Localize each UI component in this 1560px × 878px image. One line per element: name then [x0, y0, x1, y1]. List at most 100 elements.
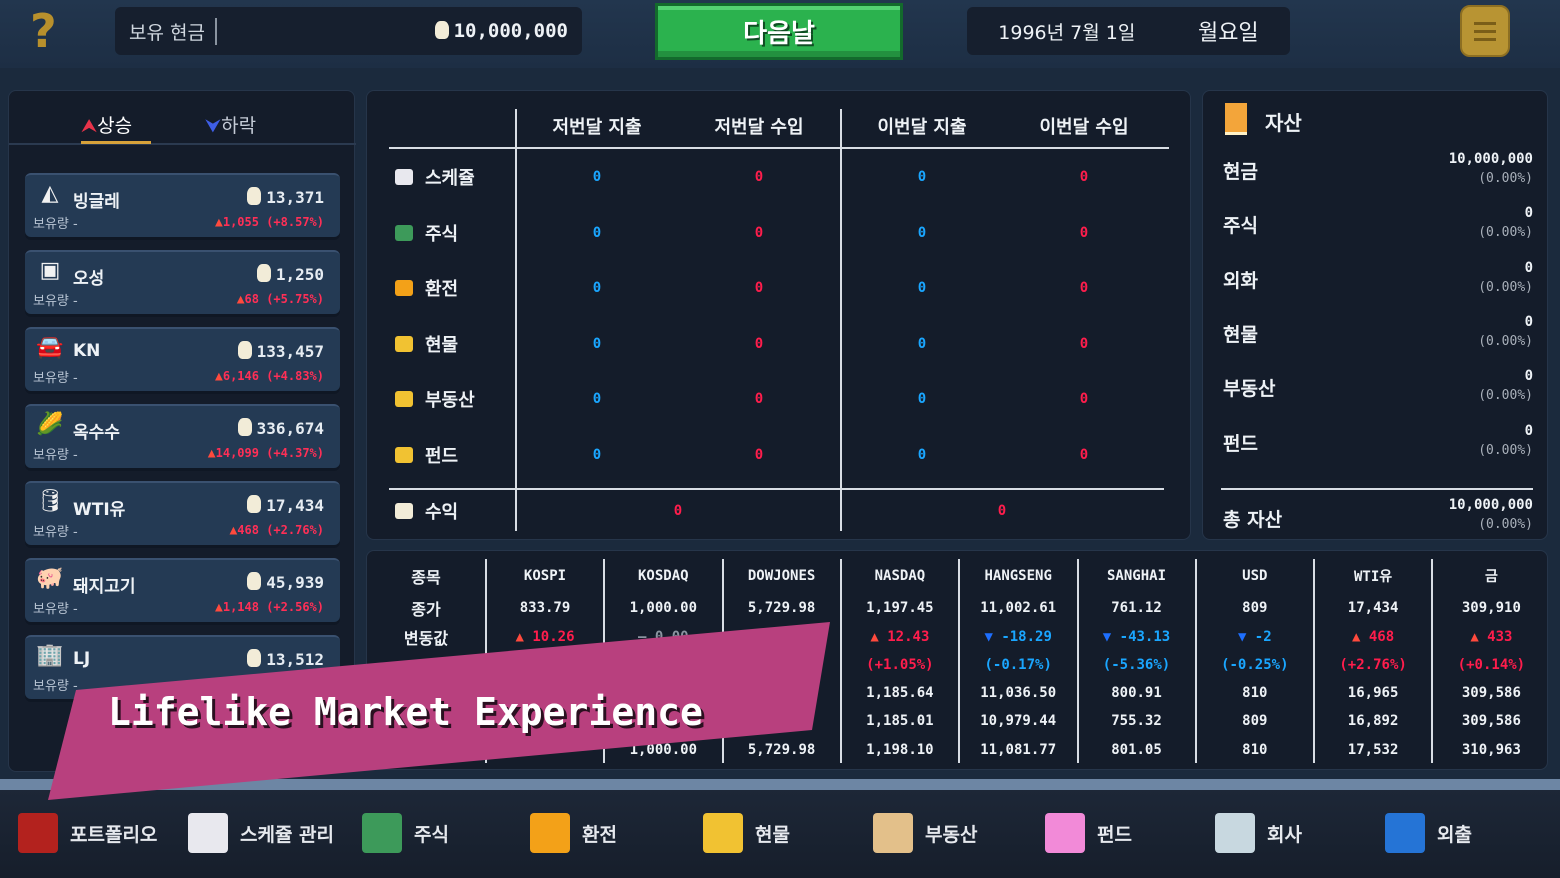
market-column-header: SANGHAI [1106, 568, 1167, 584]
double-chevron-up-icon: ⮝ [81, 115, 98, 137]
ledger-header: 이번달 지출 [877, 117, 967, 138]
dash-icon: — [638, 629, 655, 645]
market-column-header: WTI유 [1354, 569, 1393, 585]
ledger-value: 0 [1079, 335, 1089, 352]
divider [958, 559, 961, 763]
tab-rising[interactable]: ⮝상승 [81, 115, 133, 137]
triangle-up-icon: ▲ [870, 629, 888, 645]
market-column-header: NASDAQ [874, 568, 926, 584]
asset-percent: (0.00%) [1478, 333, 1533, 349]
corn-icon: 🌽 [36, 412, 64, 437]
ledger-value: 0 [592, 335, 602, 352]
asset-percent: (0.00%) [1478, 225, 1533, 241]
divider [1221, 488, 1533, 490]
stock-card[interactable]: ◭ 빙글레 13,371 보유량 - ▲1,055 (+8.57%) [25, 173, 340, 237]
nav-coin[interactable]: 환전 [530, 808, 617, 858]
stock-price: 133,457 [237, 341, 324, 361]
stock-card[interactable]: 🚘 KN 133,457 보유량 - ▲6,146 (+4.83%) [25, 327, 340, 391]
stock-name: 오성 [73, 269, 105, 289]
close-value: 761.12 [1111, 600, 1162, 616]
menu-icon[interactable] [1460, 5, 1510, 57]
asset-percent: (0.00%) [1478, 171, 1533, 186]
triangle-down-icon: ▼ [1237, 629, 1255, 645]
ledger-row-label: 주식 [425, 223, 459, 245]
chart-icon [362, 813, 402, 853]
holding-label: 보유량 - [33, 602, 78, 617]
nav-piggy-bank[interactable]: 펀드 [1045, 808, 1132, 858]
asset-value: 0 [1524, 259, 1533, 276]
stock-card[interactable]: 🐖 돼지고기 45,939 보유량 - ▲1,148 (+2.56%) [25, 558, 340, 622]
divider [1076, 559, 1079, 763]
weekday: 월요일 [1197, 21, 1259, 46]
price-value: 45,939 [266, 573, 324, 592]
change-percent: (+2.76%) [1339, 657, 1407, 673]
price-change: ▲68 (+5.75%) [237, 292, 324, 307]
total-label: 총 자산 [1223, 509, 1283, 531]
tab-falling[interactable]: ⮟하락 [205, 115, 257, 137]
asset-value: 10,000,000 [1448, 151, 1533, 167]
market-column-header: USD [1242, 568, 1268, 584]
nav-gold[interactable]: 현물 [703, 808, 790, 858]
asset-row: 현금 10,000,000 (0.00%) [1221, 151, 1533, 191]
market-value: 309,586 [1461, 713, 1521, 729]
nav-house[interactable]: 부동산 [873, 808, 977, 858]
market-value: 10,979.44 [980, 713, 1057, 729]
stock-name: KN [73, 341, 101, 361]
nav-label: 펀드 [1097, 823, 1132, 846]
change-number: 468 [1368, 629, 1395, 645]
market-value: 1,198.10 [866, 742, 934, 758]
change-percent: (+0.14%) [1457, 657, 1526, 673]
book-icon [1225, 103, 1247, 135]
triangle-up-icon: ▲ [229, 523, 238, 538]
scrollbar[interactable] [0, 779, 1560, 790]
asset-label: 현물 [1223, 323, 1258, 346]
change-number: 0.00 [654, 629, 689, 645]
market-value: 1,000.00 [629, 742, 698, 758]
triangle-up-icon: ▲ [215, 600, 223, 615]
stock-card[interactable]: 🌽 옥수수 336,674 보유량 - ▲14,099 (+4.37%) [25, 404, 340, 468]
change-number: -2 [1254, 629, 1272, 645]
ledger-value: 0 [592, 446, 602, 463]
total-value: 10,000,000 [1448, 497, 1533, 513]
nav-wallet[interactable]: 포트폴리오 [18, 808, 157, 858]
ledger-value: 0 [754, 169, 764, 185]
triangle-up-icon: ▲ [215, 215, 223, 230]
market-value: 11,081.77 [980, 742, 1057, 758]
change-percent: (-5.36%) [1102, 657, 1171, 673]
price-change: ▲1,148 (+2.56%) [215, 600, 324, 615]
stock-price: 17,434 [247, 495, 324, 515]
market-value: 801.05 [1111, 742, 1162, 758]
money-bag-icon [237, 341, 252, 359]
triangle-up-icon: ▲ [215, 369, 223, 384]
nav-calendar[interactable]: 스케쥴 관리 [188, 808, 334, 858]
asset-row: 부동산 0 (0.00%) [1221, 368, 1533, 408]
triangle-down-icon: ▼ [1102, 629, 1120, 645]
nav-van[interactable]: 외출 [1385, 808, 1472, 858]
market-value: 16,965 [1347, 685, 1399, 701]
stock-price: 13,371 [247, 187, 324, 207]
price-value: 1,250 [275, 265, 324, 284]
gold-icon [395, 446, 413, 463]
asset-total-row: 총 자산 10,000,000 (0.00%) [1221, 497, 1533, 537]
question-icon[interactable]: ? [30, 4, 57, 58]
change-percent: (-0.25%) [1221, 657, 1289, 673]
nav-office[interactable]: 회사 [1215, 808, 1302, 858]
nav-label: 스케쥴 관리 [240, 823, 335, 846]
stock-card[interactable]: ▣ 오성 1,250 보유량 - ▲68 (+5.75%) [25, 250, 340, 314]
stock-name: WTI유 [73, 500, 126, 520]
divider [1313, 559, 1316, 763]
next-day-button[interactable]: 다음날 [655, 3, 903, 60]
ledger-value: 0 [917, 280, 927, 296]
active-tab-indicator [81, 141, 151, 144]
movers-panel: ⮝상승 ⮟하락 ◭ 빙글레 13,371 보유량 - ▲1,055 (+8.57%) ▣ 오… [8, 90, 356, 772]
double-chevron-down-icon: ⮟ [205, 115, 222, 137]
asset-row: 외화 0 (0.00%) [1221, 260, 1533, 300]
market-column-header: KOSDAQ [638, 568, 689, 584]
market-row-label: 종가 [411, 600, 441, 619]
nav-chart[interactable]: 주식 [362, 808, 449, 858]
close-value: 17,434 [1347, 600, 1399, 616]
change-value: ▼ -18.29 [984, 629, 1051, 645]
market-column-header: DOWJONES [747, 568, 816, 584]
market-column-header: KOSPI [523, 568, 567, 584]
stock-card[interactable]: 🛢 WTI유 17,434 보유량 - ▲468 (+2.76%) [25, 481, 340, 545]
